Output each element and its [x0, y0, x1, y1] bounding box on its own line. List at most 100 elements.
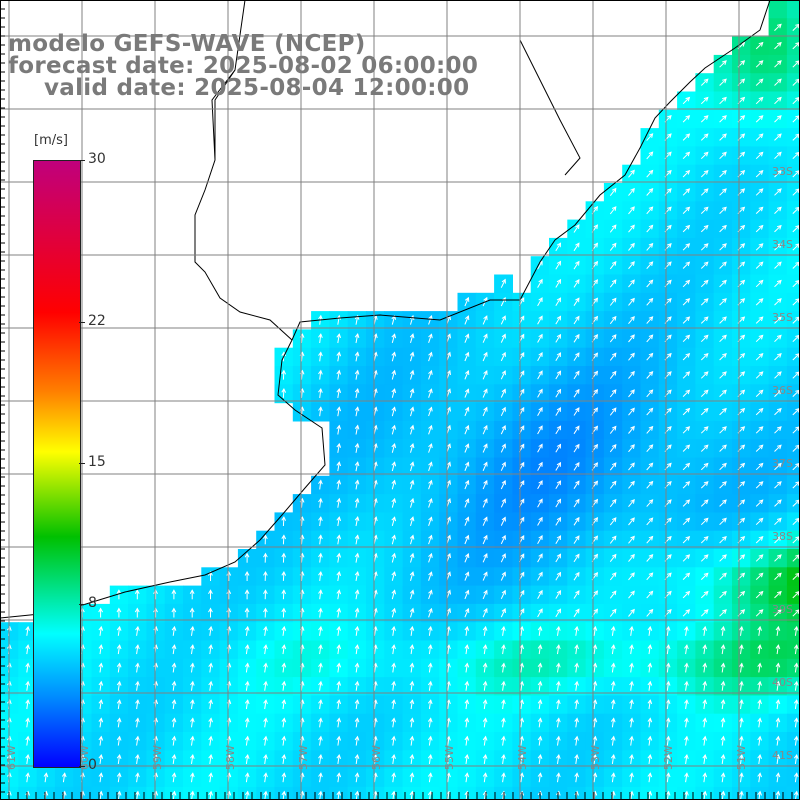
wind-arrow — [610, 735, 616, 746]
wind-arrow — [684, 644, 689, 655]
wind-arrow — [464, 516, 470, 526]
wind-cell — [786, 366, 800, 385]
wind-arrow — [25, 772, 30, 783]
wind-arrow — [482, 443, 488, 453]
wind-arrow — [428, 406, 433, 417]
wind-arrow — [700, 609, 709, 617]
wind-arrow — [464, 351, 470, 362]
wind-arrow — [537, 315, 543, 325]
wind-arrow — [391, 717, 396, 728]
wind-arrow — [774, 407, 782, 416]
wind-arrow — [719, 535, 727, 544]
wind-arrow — [609, 187, 617, 197]
wind-arrow — [354, 717, 360, 728]
wind-arrow — [354, 387, 360, 398]
wind-arrow — [700, 499, 709, 507]
wind-arrow — [555, 535, 562, 544]
wind-arrow — [336, 424, 342, 435]
wind-arrow — [189, 772, 195, 783]
wind-arrow — [700, 96, 709, 105]
wind-arrow — [116, 680, 122, 691]
wind-arrow — [629, 753, 634, 764]
wind-arrow — [482, 534, 488, 545]
wind-cell — [786, 347, 800, 367]
wind-arrow — [263, 570, 268, 581]
wind-arrow — [501, 699, 506, 710]
wind-arrow — [556, 662, 561, 673]
wind-arrow — [793, 625, 799, 636]
wind-arrow — [719, 426, 727, 434]
wind-arrow — [464, 753, 470, 764]
wind-arrow — [739, 680, 744, 691]
wind-arrow — [409, 589, 415, 600]
wind-arrow — [628, 498, 635, 508]
wind-arrow — [391, 406, 397, 417]
wind-arrow — [573, 571, 580, 581]
wind-cell — [786, 329, 800, 349]
lat-label: 38S — [772, 530, 793, 543]
wind-arrow — [793, 772, 799, 783]
wind-arrow — [336, 387, 342, 398]
wind-arrow — [739, 735, 744, 746]
river-border — [214, 0, 246, 160]
wind-arrow — [665, 735, 671, 746]
wind-cell — [786, 658, 800, 678]
wind-arrow — [263, 644, 268, 655]
wind-arrow — [281, 680, 287, 691]
wind-cell — [786, 237, 800, 257]
wind-arrow — [537, 680, 543, 691]
wind-arrow — [628, 590, 635, 599]
wind-arrow — [774, 389, 782, 397]
wind-arrow — [354, 680, 360, 691]
wind-arrow — [354, 333, 360, 344]
wind-arrow — [719, 243, 727, 251]
wind-arrow — [428, 351, 433, 362]
wind-arrow — [574, 735, 579, 746]
wind-arrow — [609, 334, 617, 343]
wind-arrow — [646, 352, 654, 361]
wind-arrow — [244, 772, 250, 783]
wind-arrow — [793, 699, 799, 710]
wind-arrow — [682, 316, 691, 324]
wind-arrow — [646, 206, 654, 215]
wind-cell — [786, 494, 800, 513]
wind-arrow — [135, 735, 140, 746]
wind-arrow — [739, 662, 744, 673]
wind-arrow — [318, 772, 323, 783]
wind-arrow — [391, 443, 397, 453]
wind-arrow — [702, 699, 708, 710]
wind-arrow — [427, 772, 433, 783]
wind-arrow — [428, 552, 433, 563]
wind-arrow — [793, 717, 799, 728]
wind-arrow — [501, 644, 506, 655]
wind-arrow — [427, 699, 433, 710]
wind-arrow — [719, 481, 727, 489]
wind-arrow — [500, 608, 506, 618]
wind-arrow — [682, 188, 691, 196]
wind-arrow — [500, 498, 506, 508]
wind-arrow — [391, 516, 397, 527]
forecast-date: forecast date: 2025-08-02 06:00:00 — [8, 53, 479, 79]
wind-arrow — [682, 609, 691, 617]
wind-arrow — [189, 680, 195, 691]
wind-arrow — [171, 625, 177, 636]
wind-cell — [786, 640, 800, 660]
wind-arrow — [409, 497, 415, 508]
wind-arrow — [135, 717, 140, 728]
wind-arrow — [500, 553, 506, 563]
wind-arrow — [755, 169, 764, 178]
wind-arrow — [700, 261, 709, 269]
wind-arrow — [574, 625, 579, 636]
wind-arrow — [719, 462, 727, 471]
wind-arrow — [609, 608, 617, 617]
wind-arrow — [409, 625, 415, 636]
wind-arrow — [700, 517, 709, 526]
wind-arrow — [574, 753, 579, 764]
wind-arrow — [755, 499, 764, 507]
wind-arrow — [318, 662, 323, 673]
wind-arrow — [700, 334, 709, 343]
wind-arrow — [464, 443, 470, 453]
wind-arrow — [519, 662, 525, 673]
wind-arrow — [700, 554, 709, 562]
